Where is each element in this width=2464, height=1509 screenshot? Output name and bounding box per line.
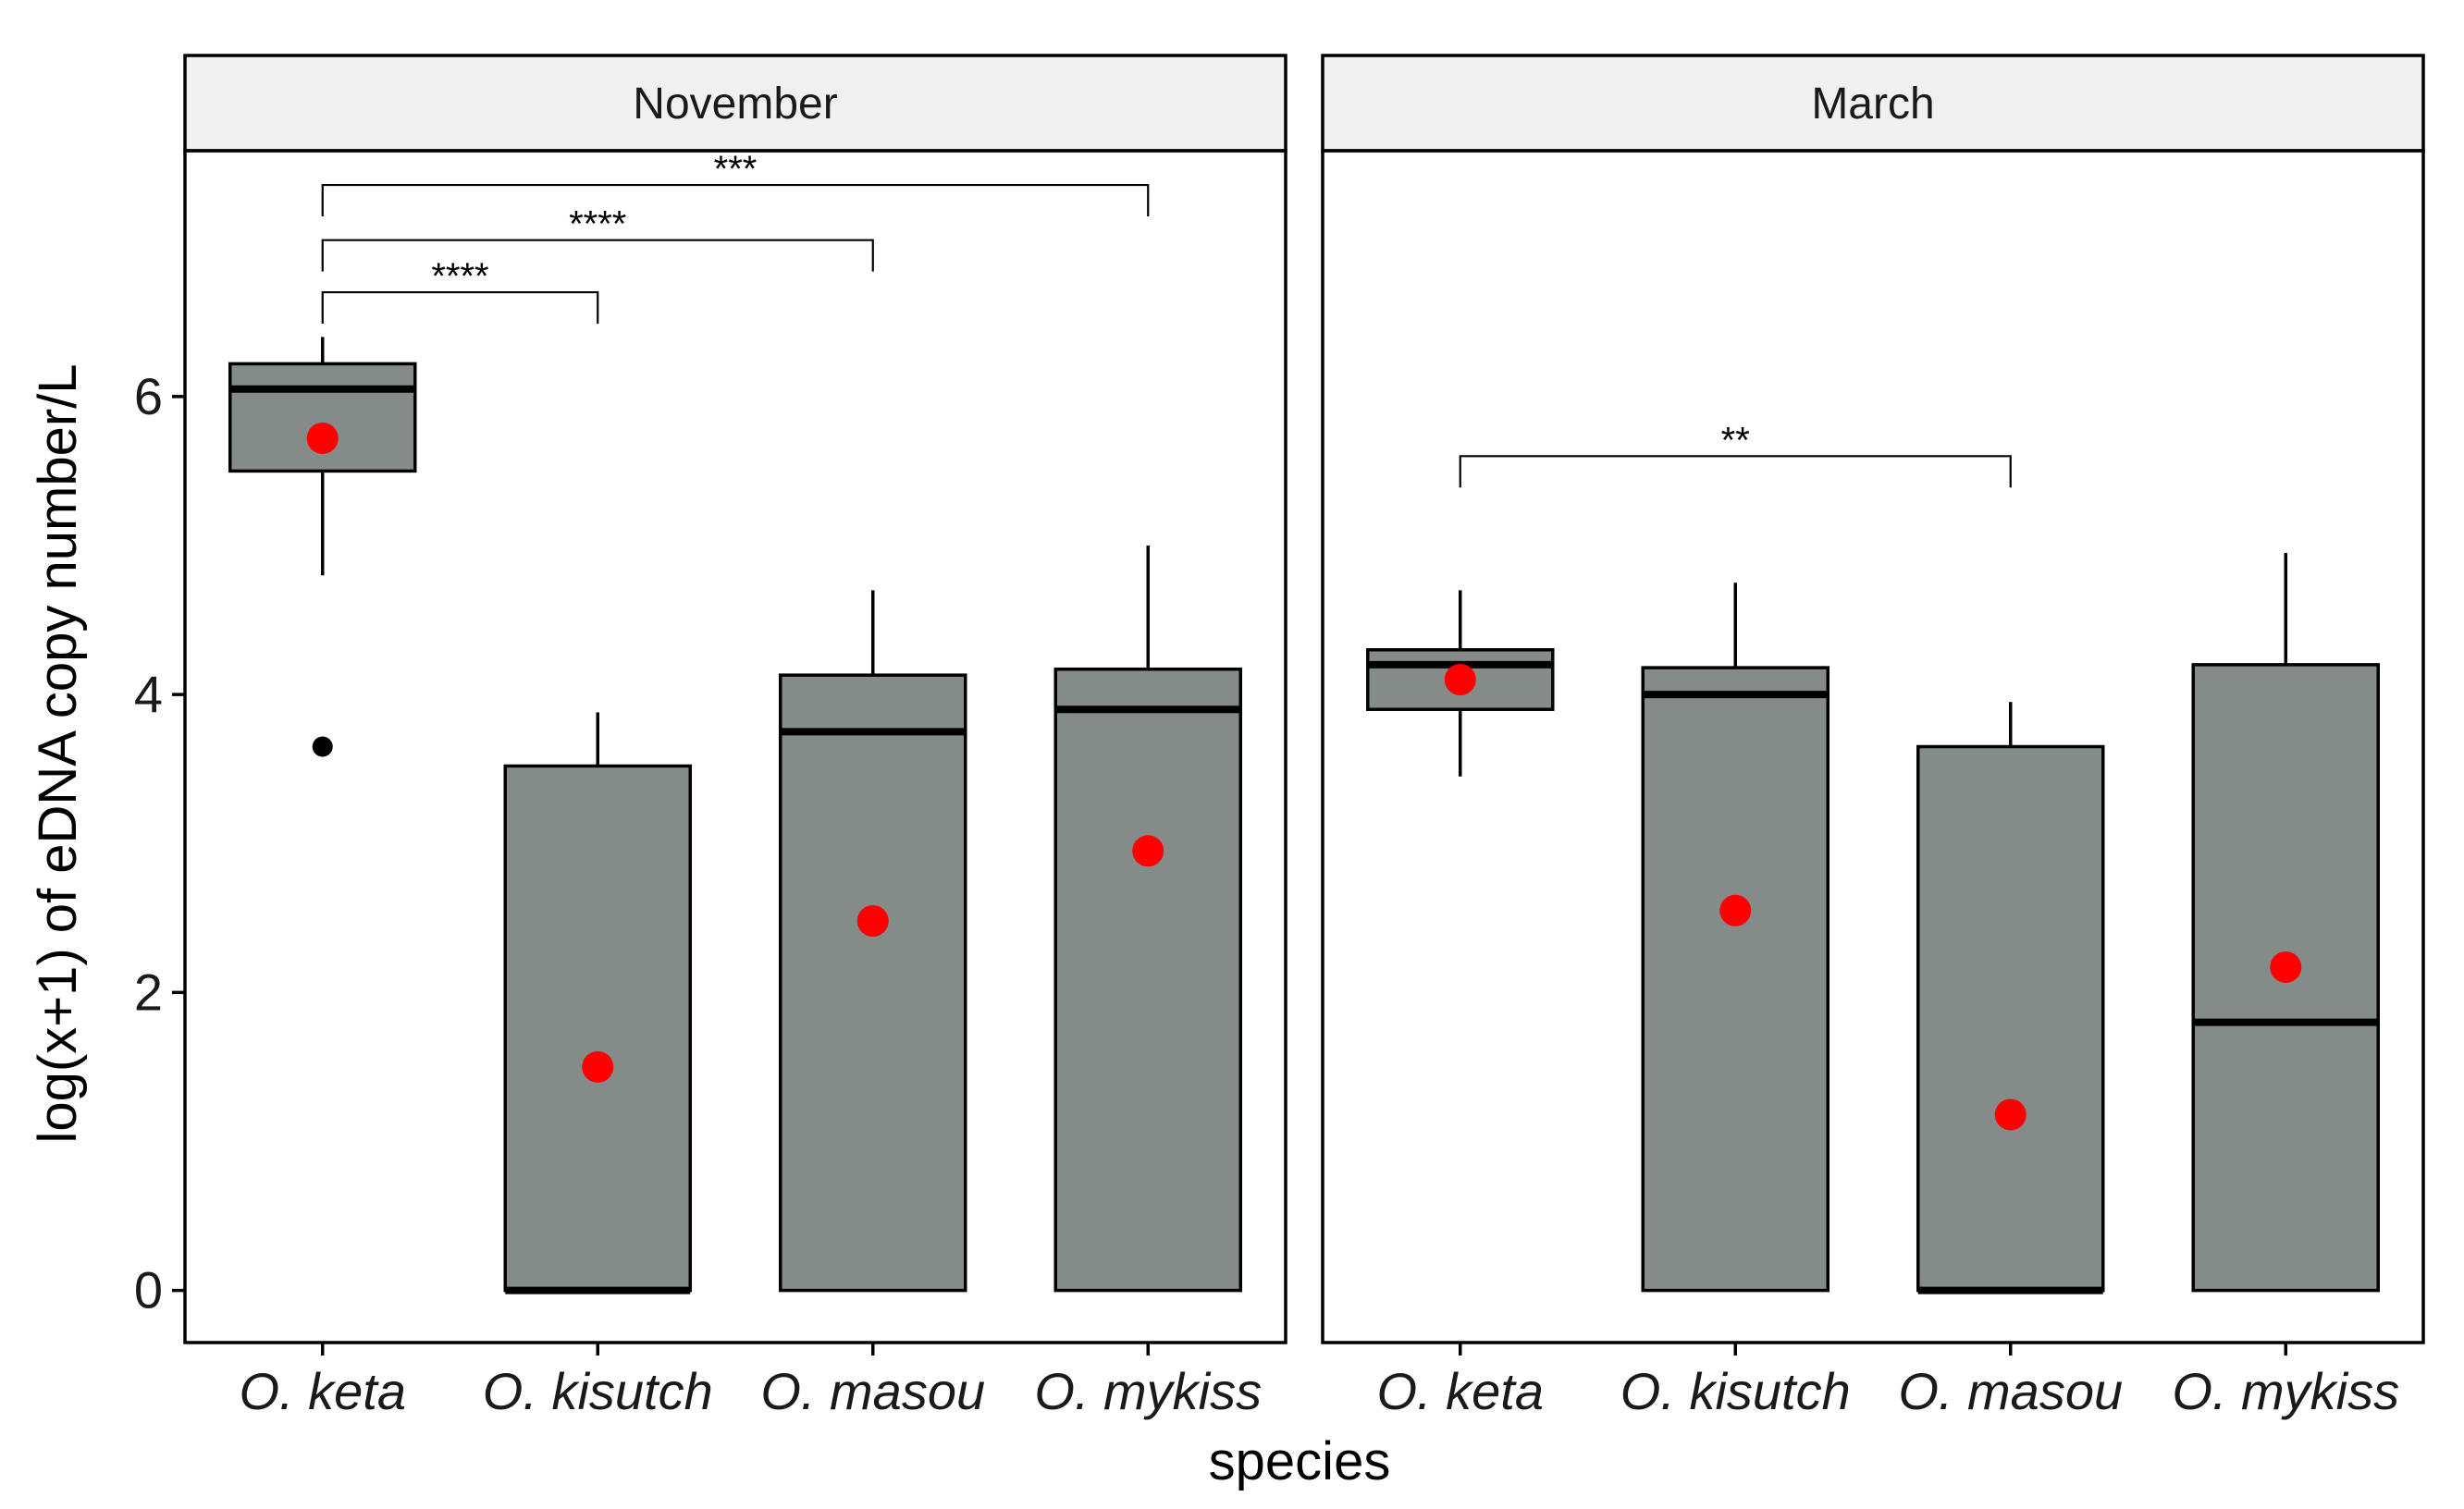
- box-oketa: [228, 362, 417, 473]
- significance-bracket: [321, 290, 599, 325]
- panel-strip-1: [1321, 54, 2425, 153]
- y-tick-label: 4: [134, 665, 163, 723]
- panel-strip-label: November: [633, 80, 837, 129]
- significance-bracket: [321, 183, 1150, 217]
- mean-point: [856, 905, 889, 938]
- panel-frame-1: [1321, 149, 2425, 1344]
- y-tick-label: 0: [134, 1261, 163, 1319]
- mean-point: [582, 1050, 614, 1083]
- x-tick-label: O. masou: [1898, 1362, 2123, 1420]
- x-axis-title: species: [1209, 1431, 1391, 1491]
- x-tick-label: O. kisutch: [483, 1362, 713, 1420]
- mean-point: [306, 422, 339, 454]
- significance-label: **: [1721, 420, 1750, 460]
- x-tick-label: O. mykiss: [1034, 1362, 1262, 1420]
- x-tick-label: O. keta: [1376, 1362, 1544, 1420]
- significance-label: ****: [569, 204, 626, 245]
- panel-strip-0: [183, 54, 1287, 153]
- box-omasou: [779, 673, 967, 1293]
- y-tick-label: 6: [134, 367, 163, 425]
- box-omasou: [1916, 744, 2105, 1293]
- mean-point: [1444, 663, 1476, 695]
- panel-strip-label: March: [1811, 80, 1934, 129]
- mean-point: [1719, 894, 1752, 926]
- box-okisutch: [1641, 666, 1830, 1293]
- mean-point: [1132, 835, 1164, 867]
- outlier-point: [312, 736, 333, 757]
- significance-bracket: [1459, 455, 2012, 488]
- x-tick-label: O. mykiss: [2172, 1362, 2399, 1420]
- significance-label: ***: [714, 149, 758, 190]
- panel-frame-0: [183, 149, 1287, 1344]
- mean-point: [2270, 951, 2302, 983]
- x-tick-label: O. kisutch: [1620, 1362, 1851, 1420]
- significance-label: ****: [431, 256, 488, 297]
- x-tick-label: O. keta: [239, 1362, 406, 1420]
- y-axis-title: log(x+1) of eDNA copy number/L: [28, 363, 88, 1143]
- mean-point: [1994, 1098, 2027, 1131]
- significance-bracket: [321, 239, 874, 272]
- x-tick-label: O. masou: [760, 1362, 985, 1420]
- box-omykiss: [1053, 667, 1242, 1293]
- y-tick-label: 2: [134, 963, 163, 1021]
- box-okisutch: [503, 764, 692, 1293]
